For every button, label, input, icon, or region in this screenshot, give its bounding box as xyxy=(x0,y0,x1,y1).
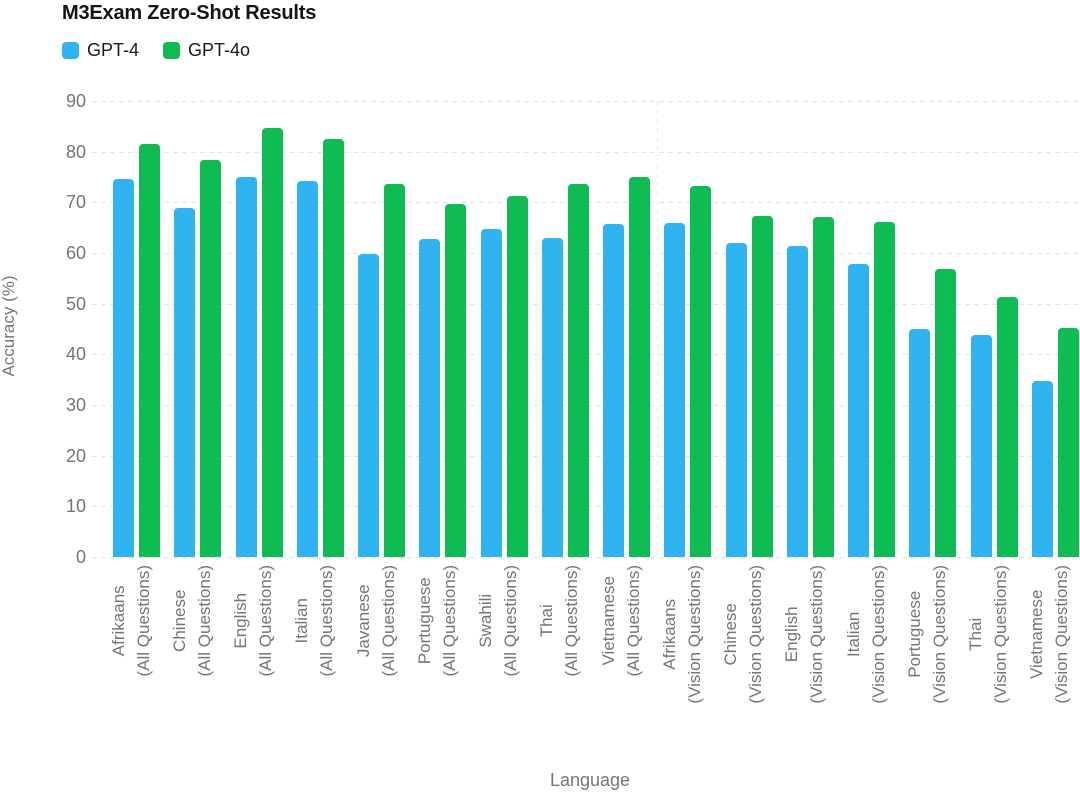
bar-gpt-4-chinese xyxy=(725,242,747,557)
bar-gpt-4-afrikaans xyxy=(113,179,134,557)
x-category-label: Thai (Vision Questions) xyxy=(957,565,1019,785)
x-category-label-text: Afrikaans (All Questions) xyxy=(108,565,153,677)
x-axis-title: Language xyxy=(549,770,631,790)
legend: GPT-4 GPT-4o xyxy=(62,40,250,61)
x-category-label-text: Italian (All Questions) xyxy=(292,565,337,677)
x-category-label-text: Javanese (All Questions) xyxy=(353,565,398,677)
x-category-label-text: Vietnamese (Vision Questions) xyxy=(1027,565,1072,704)
y-tick-label-30: 30 xyxy=(65,395,86,415)
y-tick-label-10: 10 xyxy=(65,496,86,517)
legend-label: GPT-4o xyxy=(188,40,251,60)
bar-gpt-4-vietnamese xyxy=(603,223,624,557)
x-category-label: Portuguese (Vision Questions) xyxy=(896,565,958,785)
x-category-label-text: Thai (All Questions) xyxy=(537,565,582,677)
y-tick-label-20: 20 xyxy=(65,445,86,466)
x-category-label: Chinese (All Questions) xyxy=(161,565,223,785)
bar-gpt-4-italian xyxy=(848,263,869,557)
bar-gpt-4-vietnamese xyxy=(1031,380,1053,557)
x-category-label: Afrikaans (All Questions) xyxy=(100,565,162,785)
y-tick-label-40: 40 xyxy=(65,344,86,365)
bar-gpt-4-chinese xyxy=(174,208,196,557)
bar-gpt-4o-afrikaans xyxy=(139,144,160,557)
chart-title: M3Exam Zero-Shot Results xyxy=(62,2,317,24)
x-category-label-text: Italian (Vision Questions) xyxy=(843,565,888,704)
y-tick-label-60: 60 xyxy=(65,243,86,263)
bar-gpt-4-afrikaans xyxy=(664,223,686,557)
bar-gpt-4o-thai xyxy=(567,184,589,557)
x-category-label-text: Afrikaans (Vision Questions) xyxy=(659,565,704,704)
x-category-label: Vietnamese (All Questions) xyxy=(590,565,652,785)
x-category-label: English (Vision Questions) xyxy=(773,565,835,785)
x-category-label-text: Swahili (All Questions) xyxy=(476,565,521,677)
x-category-label-text: Portuguese (Vision Questions) xyxy=(904,565,949,704)
bar-gpt-4-english xyxy=(235,176,257,557)
bar-gpt-4-english xyxy=(786,245,808,557)
bar-gpt-4-thai xyxy=(541,238,563,557)
y-tick-label-80: 80 xyxy=(65,141,86,162)
group-separator-line xyxy=(657,101,658,557)
bar-gpt-4-portuguese xyxy=(909,328,931,557)
bar-gpt-4o-swahili xyxy=(506,195,528,557)
bar-gpt-4o-chinese xyxy=(200,160,222,557)
x-category-label: Vietnamese (Vision Questions) xyxy=(1018,565,1080,785)
bar-gpt-4o-chinese xyxy=(751,215,773,557)
bar-gpt-4o-italian xyxy=(874,222,895,557)
y-tick-label-0: 0 xyxy=(75,547,86,567)
bar-gpt-4o-vietnamese xyxy=(629,176,650,557)
x-category-label: Swahili (All Questions) xyxy=(467,565,529,785)
bar-gpt-4o-thai xyxy=(996,297,1018,557)
x-category-label-text: English (Vision Questions) xyxy=(782,565,827,704)
x-category-label-text: Portuguese (All Questions) xyxy=(414,565,459,677)
x-category-label: Italian (Vision Questions) xyxy=(835,565,897,785)
x-category-label-text: English (All Questions) xyxy=(231,565,276,677)
y-tick-label-90: 90 xyxy=(65,91,86,111)
legend-item-gpt-4o: GPT-4o xyxy=(163,40,250,61)
y-tick-label-70: 70 xyxy=(65,192,86,213)
x-category-label: Afrikaans (Vision Questions) xyxy=(651,565,713,785)
bar-gpt-4-thai xyxy=(970,334,992,557)
bar-gpt-4-portuguese xyxy=(419,239,441,557)
bar-gpt-4o-portuguese xyxy=(445,203,467,557)
legend-swatch-icon xyxy=(163,42,181,59)
bar-gpt-4o-english xyxy=(261,128,283,557)
bar-gpt-4o-italian xyxy=(322,138,344,557)
bar-gpt-4-javanese xyxy=(358,253,379,557)
bar-gpt-4o-english xyxy=(812,217,834,557)
legend-item-gpt-4: GPT-4 xyxy=(62,40,139,61)
x-category-label-text: Vietnamese (All Questions) xyxy=(598,565,643,677)
bar-gpt-4o-portuguese xyxy=(935,268,957,557)
gridline-90 xyxy=(92,101,1080,102)
bar-gpt-4o-vietnamese xyxy=(1057,327,1079,557)
legend-label: GPT-4 xyxy=(87,40,140,60)
bar-gpt-4-italian xyxy=(296,181,318,557)
gridline-80 xyxy=(92,151,1080,153)
bar-gpt-4o-javanese xyxy=(384,184,405,557)
x-category-label: English (All Questions) xyxy=(222,565,284,785)
x-category-label: Thai (All Questions) xyxy=(528,565,590,785)
bar-gpt-4-swahili xyxy=(480,229,502,557)
x-category-label-text: Thai (Vision Questions) xyxy=(966,565,1011,704)
bar-gpt-4o-afrikaans xyxy=(690,185,712,557)
y-tick-label-50: 50 xyxy=(65,293,86,314)
x-category-label: Chinese (Vision Questions) xyxy=(712,565,774,785)
x-category-label-text: Chinese (Vision Questions) xyxy=(721,565,766,704)
x-category-label: Javanese (All Questions) xyxy=(345,565,407,785)
legend-swatch-icon xyxy=(62,42,79,59)
x-category-label: Italian (All Questions) xyxy=(283,565,345,785)
gridline-0 xyxy=(92,557,1080,558)
x-category-label-text: Chinese (All Questions) xyxy=(169,565,214,677)
x-category-label: Portuguese (All Questions) xyxy=(406,565,468,785)
